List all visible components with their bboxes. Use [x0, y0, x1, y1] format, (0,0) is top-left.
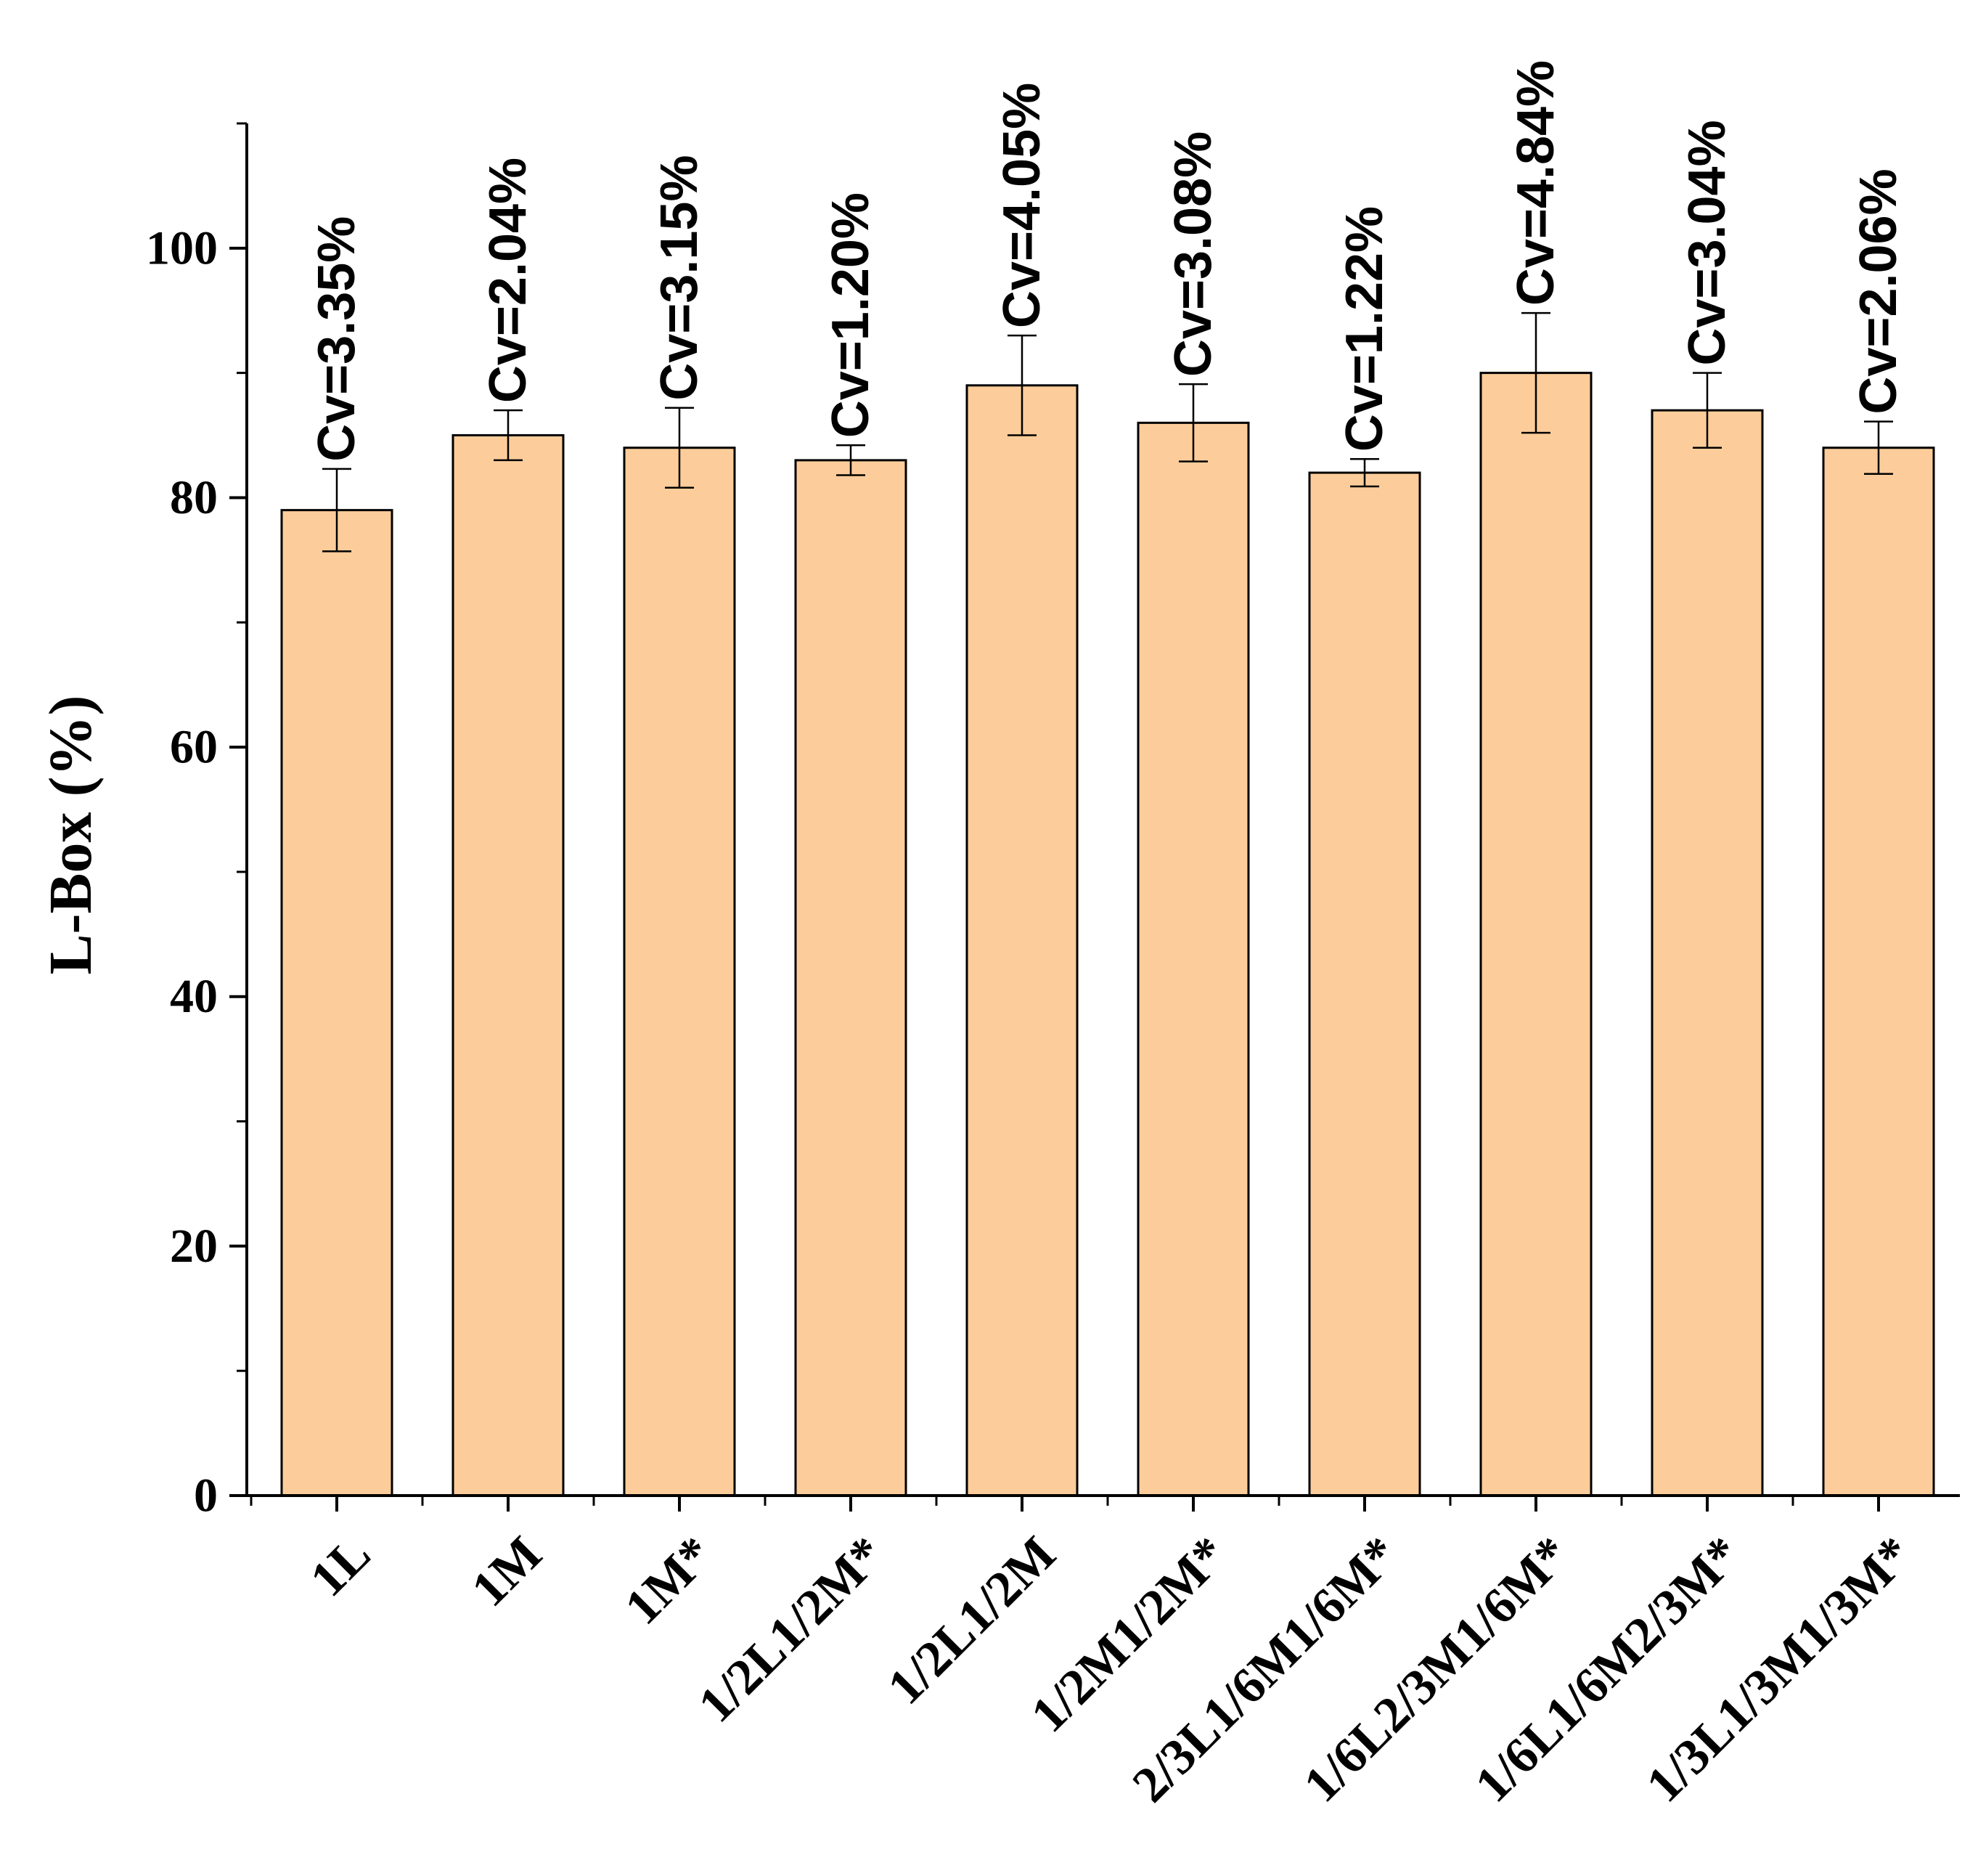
- cv-annotation-1: Cv=3.35%: [308, 216, 366, 462]
- bar-7: [1308, 471, 1421, 1497]
- annotations-layer: Cv=3.35% Cv=2.04% Cv=3.15% Cv=1.20% Cv=4.05%…: [308, 60, 1908, 462]
- bars-layer: [280, 372, 1935, 1497]
- y-tick-label-100: 100: [146, 221, 218, 274]
- error-bars-layer: [322, 311, 1893, 552]
- y-axis-title: L-Box (%): [37, 696, 105, 975]
- bar-4: [794, 459, 907, 1497]
- cv-annotation-5: Cv=4.05%: [993, 83, 1051, 328]
- y-tick-label-20: 20: [170, 1220, 218, 1273]
- bar-3: [623, 446, 736, 1497]
- bar-10: [1822, 446, 1935, 1497]
- y-tick-label-0: 0: [194, 1469, 218, 1522]
- bar-9: [1651, 409, 1764, 1497]
- cv-annotation-10: Cv=2.06%: [1850, 168, 1908, 414]
- x-ticks-layer: 1L 1M 1M*1/2L1/2M*1/2L1/2M1/2M1/2M*2/3L1/6…: [250, 1496, 1923, 1813]
- x-tick-label-4: 1/2L1/2M*: [688, 1526, 895, 1733]
- x-tick-label-2: 1M: [461, 1526, 552, 1618]
- cv-annotation-3: Cv=3.15%: [650, 155, 708, 400]
- bar-6: [1137, 421, 1250, 1497]
- y-ticks-layer: 0 20 40 60 80 100: [146, 122, 247, 1522]
- bar-1: [280, 509, 393, 1497]
- y-tick-label-80: 80: [170, 471, 218, 524]
- cv-annotation-6: Cv=3.08%: [1164, 131, 1222, 377]
- cv-annotation-4: Cv=1.20%: [822, 192, 880, 438]
- y-axis-title-group: L-Box (%): [37, 696, 105, 975]
- x-tick-label-3: 1M*: [615, 1526, 724, 1636]
- bar-8: [1479, 372, 1593, 1497]
- cv-annotation-9: Cv=3.04%: [1678, 120, 1736, 365]
- y-tick-label-40: 40: [170, 970, 218, 1023]
- cv-annotation-7: Cv=1.22%: [1336, 206, 1394, 452]
- y-tick-label-60: 60: [170, 721, 218, 774]
- x-tick-label-1: 1L: [300, 1526, 381, 1607]
- cv-annotation-8: Cv=4.84%: [1507, 60, 1565, 306]
- bar-2: [451, 434, 565, 1497]
- axes-layer: [245, 123, 1960, 1497]
- bar-5: [965, 384, 1079, 1497]
- cv-annotation-2: Cv=2.04%: [479, 158, 537, 403]
